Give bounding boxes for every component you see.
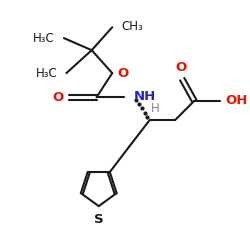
Text: H₃C: H₃C (36, 66, 57, 80)
Text: S: S (94, 213, 104, 226)
Text: CH₃: CH₃ (122, 20, 143, 32)
Text: H₃C: H₃C (33, 32, 55, 44)
Text: O: O (118, 66, 129, 80)
Text: H: H (151, 102, 160, 115)
Text: OH: OH (225, 94, 247, 107)
Text: O: O (176, 61, 187, 74)
Text: NH: NH (134, 90, 156, 102)
Text: O: O (52, 91, 64, 104)
